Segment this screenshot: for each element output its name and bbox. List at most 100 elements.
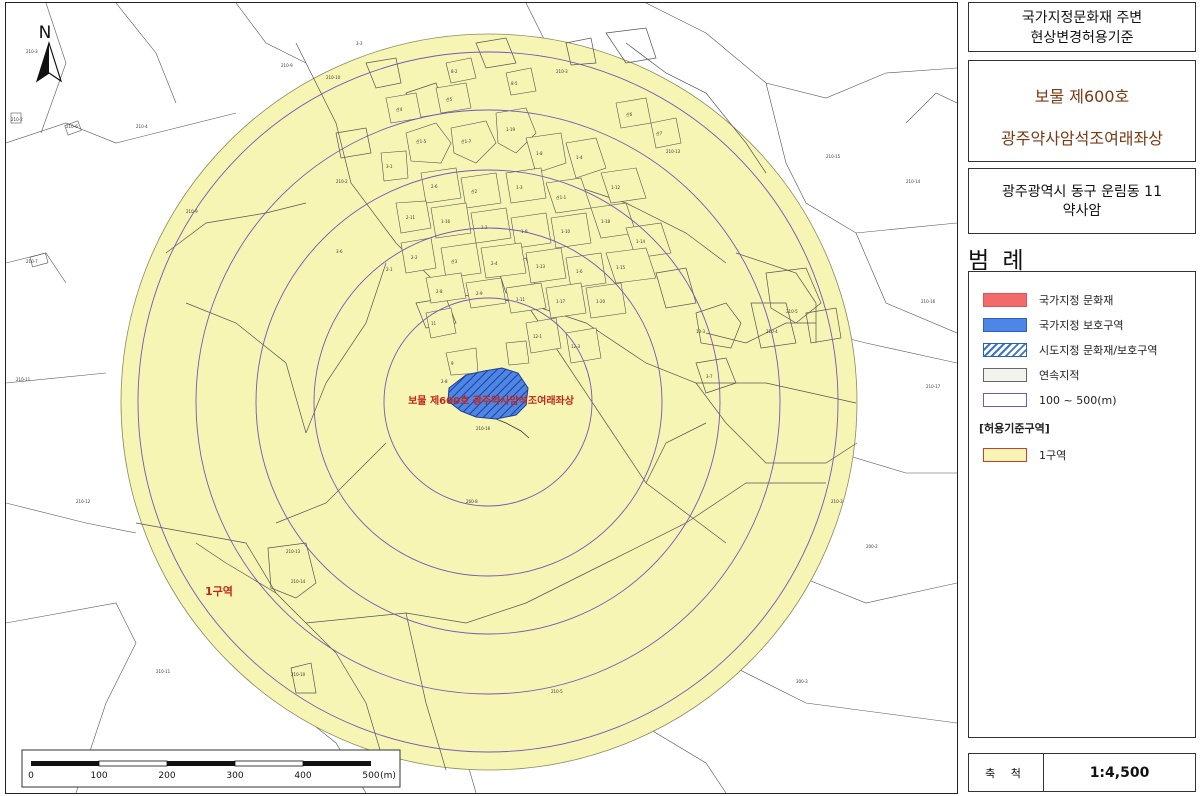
svg-text:1-4: 1-4 [576, 155, 583, 160]
svg-text:1-14: 1-14 [636, 239, 646, 244]
buffer-ring-500m [137, 51, 839, 753]
svg-text:210-14: 210-14 [291, 579, 306, 584]
svg-text:산1-5: 산1-5 [416, 138, 427, 144]
svg-text:210-6: 210-6 [66, 124, 78, 129]
svg-text:산2: 산2 [471, 188, 478, 194]
svg-text:1-16: 1-16 [441, 219, 451, 224]
svg-text:210-9: 210-9 [186, 209, 198, 214]
svg-text:300-3: 300-3 [796, 679, 808, 684]
svg-text:2-9: 2-9 [476, 291, 483, 296]
zone-1-map-label: 1구역 [205, 584, 233, 598]
legend-label: 100 ~ 500(m) [1039, 393, 1117, 407]
legend-swatch-red [983, 293, 1027, 307]
legend-item-city-heritage: 시도지정 문화재/보호구역 [983, 341, 1158, 359]
svg-text:3-3: 3-3 [356, 41, 363, 46]
map-panel[interactable]: 산1-5 산1-7 1-19 1-8 1-4 1-12 산1-1 1-3 산2 2-6 2… [5, 2, 958, 794]
svg-text:산1-1: 산1-1 [556, 194, 567, 200]
legend-label: 국가지정 문화재 [1039, 294, 1114, 307]
svg-text:12-1: 12-1 [533, 334, 543, 339]
svg-text:210-7: 210-7 [26, 259, 38, 264]
heritage-protection-area[interactable] [447, 367, 529, 420]
svg-text:210-12: 210-12 [76, 499, 91, 504]
svg-text:210-15: 210-15 [826, 154, 841, 159]
scale-value: 1:4,500 [1089, 764, 1150, 781]
svg-text:210-2: 210-2 [11, 117, 23, 122]
svg-text:210-5: 210-5 [551, 689, 563, 694]
svg-text:210-13: 210-13 [666, 149, 681, 154]
svg-text:8-5: 8-5 [511, 81, 518, 86]
svg-text:1-20: 1-20 [596, 299, 606, 304]
svg-text:210-11: 210-11 [156, 669, 171, 674]
svg-text:3-7: 3-7 [706, 374, 713, 379]
address-box: 광주광역시 동구 운림동 11 약사암 [968, 168, 1196, 234]
svg-text:1-15: 1-15 [616, 265, 626, 270]
svg-text:2-11: 2-11 [406, 215, 416, 220]
buffer-ring-300m [255, 169, 721, 635]
svg-text:210-2: 210-2 [336, 179, 348, 184]
legend-label: 국가지정 보호구역 [1039, 319, 1124, 332]
parcel-number-labels: 산1-5 산1-7 1-19 1-8 1-4 1-12 산1-1 1-3 산2 2-6 2… [11, 41, 941, 694]
heritage-designation: 보물 제600호 [1034, 87, 1130, 106]
legend-title: 범 례 [968, 248, 1027, 274]
svg-text:2-8: 2-8 [436, 289, 443, 294]
legend-item-buffer-rings: 100 ~ 500(m) [983, 391, 1117, 409]
legend-swatch-ring [983, 393, 1027, 407]
scale-unit: (m) [380, 771, 396, 781]
svg-text:210-4: 210-4 [766, 329, 778, 334]
svg-text:200-2: 200-2 [866, 544, 878, 549]
inner-parcel-lines [135, 27, 858, 771]
svg-text:210-17: 210-17 [926, 384, 941, 389]
svg-text:10-3: 10-3 [696, 329, 706, 334]
legend-zone-section-title: [허용기준구역] [979, 422, 1050, 435]
svg-text:210-14: 210-14 [906, 179, 921, 184]
scale-label: 축 척 [969, 754, 1044, 791]
svg-text:2-8: 2-8 [441, 379, 448, 384]
svg-text:210-3: 210-3 [831, 499, 843, 504]
map-title-box: 국가지정문화재 주변 현상변경허용기준 [968, 2, 1196, 52]
svg-text:210-13: 210-13 [286, 549, 301, 554]
legend-swatch-hatched [983, 343, 1027, 357]
village-parcels [380, 57, 682, 376]
legend-box: 국가지정 문화재 국가지정 보호구역 시도지정 문화재/보호구역 연속지적 10… [968, 271, 1196, 738]
map-scale-box: 축 척 1:4,500 [968, 753, 1196, 792]
legend-item-cadastral: 연속지적 [983, 366, 1079, 384]
svg-text:210-16: 210-16 [921, 299, 936, 304]
legend-swatch-blue [983, 318, 1027, 332]
legend-item-national-protection: 국가지정 보호구역 [983, 316, 1123, 334]
legend-item-national-heritage: 국가지정 문화재 [983, 291, 1113, 309]
svg-text:9: 9 [451, 361, 454, 366]
svg-text:산7: 산7 [656, 130, 663, 136]
heritage-name-box: 보물 제600호 광주약사암석조여래좌상 [968, 60, 1196, 162]
svg-text:210-9: 210-9 [281, 63, 293, 68]
svg-text:산3: 산3 [451, 258, 458, 264]
buffer-rings [137, 51, 839, 753]
map-title-line2: 현상변경허용기준 [1030, 30, 1134, 46]
buffer-ring-200m [313, 227, 663, 577]
svg-text:8-2: 8-2 [451, 69, 458, 74]
scale-tick-500: 500 [362, 771, 379, 781]
svg-text:210-3: 210-3 [26, 49, 38, 54]
svg-text:1-6: 1-6 [576, 269, 583, 274]
scale-tick-0: 0 [28, 771, 34, 781]
svg-text:2-1: 2-1 [386, 267, 393, 272]
map-title-line1: 국가지정문화재 주변 [1021, 10, 1143, 26]
svg-text:1-17: 1-17 [556, 299, 566, 304]
svg-text:1-19: 1-19 [506, 127, 516, 132]
svg-text:210-11: 210-11 [16, 377, 31, 382]
svg-text:2-4: 2-4 [491, 261, 498, 266]
svg-text:1-11: 1-11 [516, 297, 526, 302]
svg-text:11: 11 [431, 321, 437, 326]
buffer-ring-400m [195, 109, 781, 695]
svg-text:210-4: 210-4 [136, 124, 148, 129]
svg-text:210-10: 210-10 [326, 75, 341, 80]
heritage-map-label: 보물 제600호 광주약사암석조여래좌상 [408, 394, 575, 407]
legend-swatch-cadastral [983, 368, 1027, 382]
scale-bar: 0 100 200 300 400 500 (m) [21, 749, 401, 788]
address-line2: 약사암 [1062, 203, 1102, 219]
scale-tick-400: 400 [294, 771, 311, 781]
svg-text:2-2: 2-2 [411, 255, 418, 260]
north-arrow-label: N [39, 23, 52, 43]
legend-label: 1구역 [1039, 449, 1067, 462]
svg-text:1-13: 1-13 [536, 264, 546, 269]
svg-text:1-10: 1-10 [561, 229, 571, 234]
